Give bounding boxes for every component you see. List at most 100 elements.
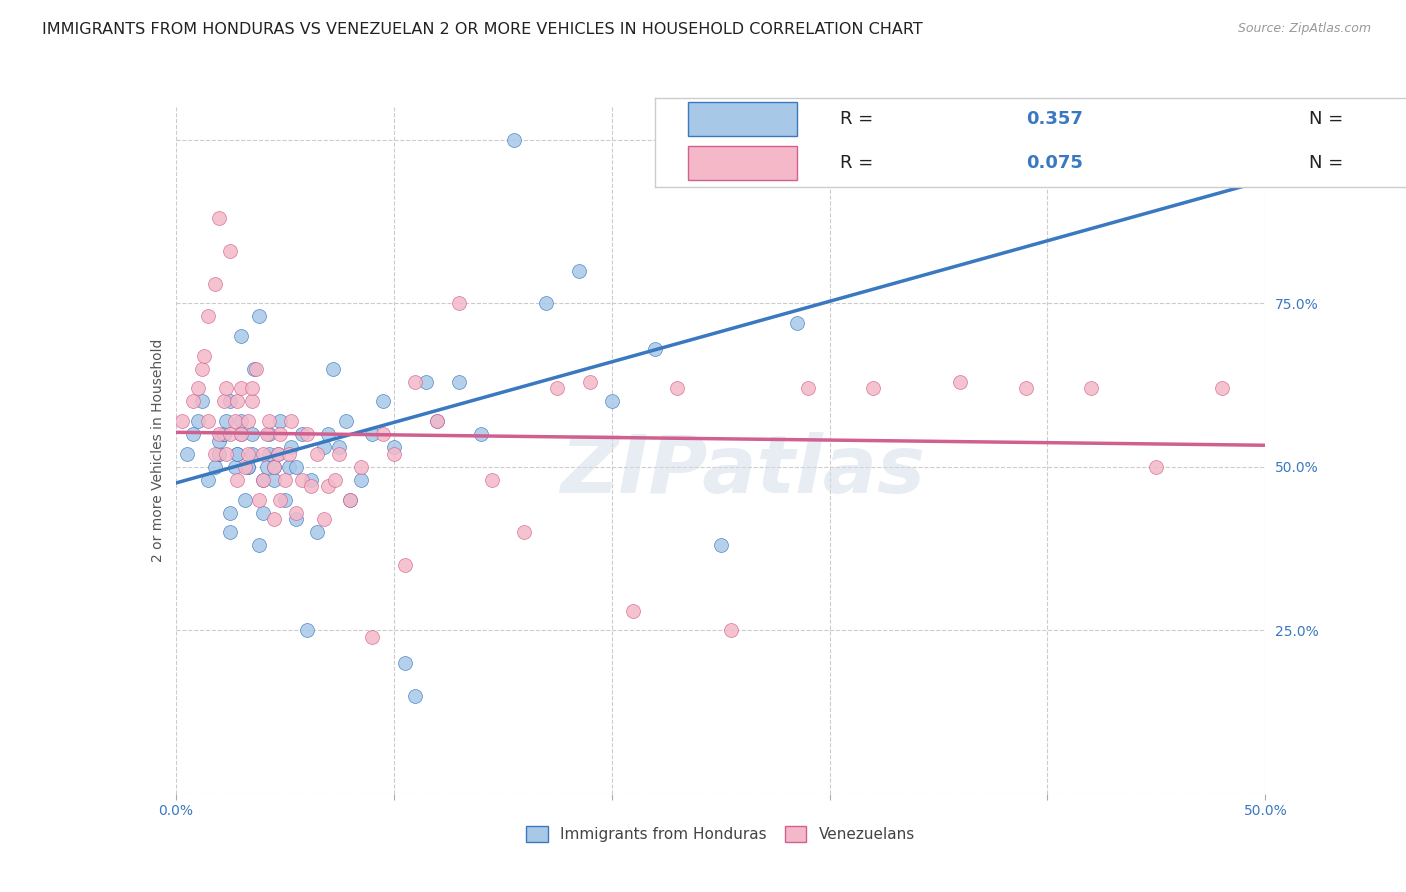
Point	[208, 447, 231, 461]
Point	[1211, 381, 1233, 395]
Text: Source: ZipAtlas.com: Source: ZipAtlas.com	[1237, 22, 1371, 36]
Point	[224, 414, 246, 428]
Point	[291, 473, 314, 487]
Point	[263, 512, 285, 526]
Point	[243, 361, 266, 376]
Point	[259, 427, 281, 442]
Point	[231, 414, 253, 428]
Point	[274, 473, 297, 487]
Point	[502, 133, 524, 147]
Point	[240, 427, 263, 442]
Point	[219, 525, 242, 540]
Point	[245, 361, 267, 376]
Point	[322, 361, 344, 376]
Point	[252, 447, 274, 461]
Point	[534, 296, 557, 310]
Point	[219, 394, 242, 409]
Point	[215, 381, 238, 395]
Point	[247, 310, 270, 324]
Point	[447, 375, 470, 389]
Point	[197, 473, 219, 487]
Point	[231, 381, 253, 395]
Point	[208, 447, 231, 461]
Point	[263, 459, 285, 474]
Point	[720, 624, 742, 638]
Point	[259, 447, 281, 461]
Point	[225, 473, 247, 487]
Point	[236, 447, 259, 461]
Point	[280, 440, 302, 454]
Point	[263, 459, 285, 474]
Point	[197, 310, 219, 324]
Point	[318, 479, 340, 493]
Point	[191, 361, 214, 376]
Point	[546, 381, 568, 395]
Point	[181, 394, 204, 409]
Point	[225, 447, 247, 461]
Point	[263, 473, 285, 487]
Point	[204, 277, 226, 291]
Point	[295, 427, 318, 442]
Point	[600, 394, 623, 409]
Point	[278, 447, 301, 461]
Point	[382, 447, 405, 461]
Point	[328, 447, 350, 461]
Point	[269, 427, 291, 442]
Point	[447, 296, 470, 310]
Point	[621, 604, 644, 618]
Point	[176, 447, 198, 461]
Point	[259, 414, 281, 428]
Point	[382, 440, 405, 454]
Point	[240, 394, 263, 409]
Point	[360, 427, 382, 442]
Point	[666, 381, 689, 395]
Point	[710, 538, 733, 552]
Point	[193, 349, 215, 363]
Point	[267, 447, 290, 461]
Point	[318, 427, 340, 442]
Point	[269, 414, 291, 428]
Point	[212, 427, 235, 442]
Point	[299, 479, 322, 493]
Point	[568, 263, 591, 277]
Point	[225, 394, 247, 409]
Point	[371, 394, 394, 409]
Point	[231, 329, 253, 343]
Point	[360, 630, 382, 644]
Point	[252, 473, 274, 487]
Point	[307, 525, 329, 540]
Point	[208, 434, 231, 448]
Point	[350, 473, 373, 487]
Point	[862, 381, 884, 395]
Point	[269, 492, 291, 507]
Point	[191, 394, 214, 409]
Point	[197, 414, 219, 428]
Text: R =: R =	[841, 110, 879, 128]
Point	[470, 427, 492, 442]
Text: N =: N =	[1309, 154, 1348, 172]
Point	[215, 447, 238, 461]
Point	[291, 427, 314, 442]
Point	[1144, 459, 1167, 474]
Point	[225, 447, 247, 461]
Legend: Immigrants from Honduras, Venezuelans: Immigrants from Honduras, Venezuelans	[520, 820, 921, 848]
FancyBboxPatch shape	[688, 102, 797, 136]
Text: N =: N =	[1309, 110, 1348, 128]
Point	[426, 414, 449, 428]
Point	[339, 492, 361, 507]
Point	[208, 211, 231, 226]
Point	[405, 375, 427, 389]
Point	[1015, 381, 1038, 395]
Point	[280, 414, 302, 428]
Point	[371, 427, 394, 442]
Point	[796, 381, 818, 395]
Point	[295, 624, 318, 638]
Point	[905, 145, 928, 160]
Point	[267, 447, 290, 461]
Point	[786, 316, 808, 330]
Point	[1080, 165, 1102, 179]
Point	[172, 414, 194, 428]
Point	[481, 473, 503, 487]
Point	[247, 538, 270, 552]
Point	[312, 512, 335, 526]
